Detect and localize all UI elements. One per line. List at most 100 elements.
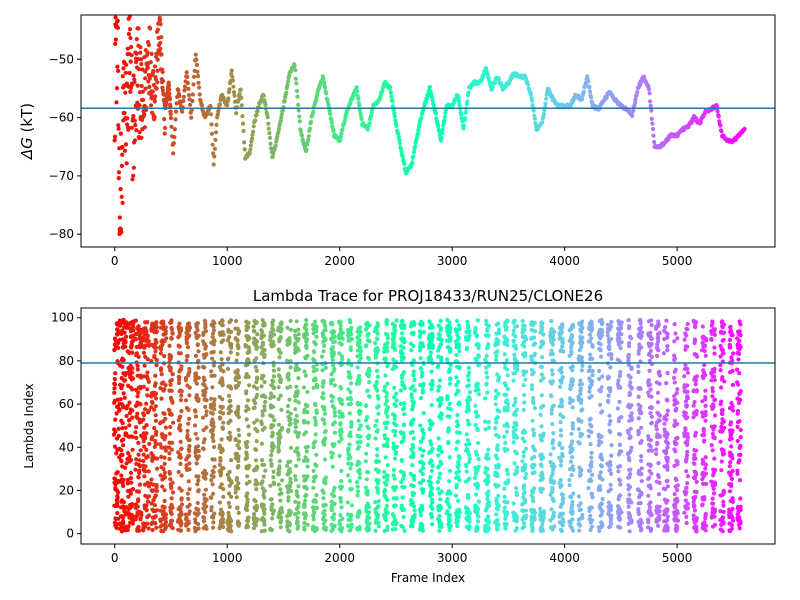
lambda-point bbox=[143, 493, 148, 498]
lambda-point bbox=[390, 367, 395, 372]
lambda-point bbox=[453, 493, 458, 498]
delta-g-point bbox=[143, 69, 148, 74]
lambda-point bbox=[126, 418, 132, 423]
lambda-point bbox=[112, 377, 117, 382]
lambda-point bbox=[374, 512, 379, 517]
lambda-point bbox=[243, 408, 249, 413]
lambda-point bbox=[163, 329, 168, 334]
lambda-point bbox=[277, 459, 282, 464]
lambda-point bbox=[467, 456, 472, 461]
lambda-point bbox=[454, 520, 459, 525]
lambda-point bbox=[502, 352, 507, 357]
lambda-point bbox=[220, 330, 225, 335]
lambda-point bbox=[521, 508, 526, 513]
lambda-point bbox=[436, 464, 441, 469]
lambda-point bbox=[154, 485, 159, 490]
lambda-point bbox=[392, 476, 397, 481]
lambda-point bbox=[339, 429, 344, 434]
lambda-point bbox=[514, 519, 520, 524]
lambda-point bbox=[194, 527, 199, 532]
lambda-point bbox=[530, 399, 536, 404]
lambda-point bbox=[476, 499, 481, 504]
lambda-point bbox=[349, 363, 354, 368]
lambda-point bbox=[428, 350, 433, 355]
lambda-point bbox=[262, 495, 267, 500]
lambda-point bbox=[201, 352, 206, 357]
lambda-point bbox=[474, 381, 479, 387]
lambda-point bbox=[401, 431, 406, 436]
lambda-point bbox=[485, 514, 491, 519]
lambda-point bbox=[136, 489, 142, 494]
delta-g-point bbox=[241, 128, 246, 134]
lambda-point bbox=[211, 342, 216, 347]
lambda-point bbox=[236, 523, 241, 528]
lambda-point bbox=[473, 403, 478, 408]
lambda-point bbox=[467, 390, 472, 395]
delta-g-point bbox=[587, 85, 592, 90]
lambda-point bbox=[338, 495, 343, 501]
delta-g-point bbox=[134, 37, 139, 42]
lambda-point bbox=[329, 393, 334, 398]
lambda-point bbox=[427, 460, 432, 465]
lambda-point bbox=[530, 510, 535, 515]
lambda-point bbox=[303, 455, 308, 460]
delta-g-point bbox=[416, 127, 421, 132]
lambda-point bbox=[502, 486, 507, 491]
lambda-point bbox=[153, 493, 158, 498]
delta-g-point bbox=[119, 163, 124, 168]
lambda-point bbox=[496, 391, 501, 396]
lambda-point bbox=[277, 374, 282, 379]
lambda-point bbox=[303, 498, 308, 503]
lambda-point bbox=[193, 376, 198, 381]
lambda-point bbox=[523, 500, 528, 505]
lambda-point bbox=[276, 467, 281, 472]
lambda-point bbox=[119, 376, 124, 381]
delta-g-point bbox=[116, 126, 121, 131]
delta-g-point bbox=[718, 123, 723, 128]
lambda-point bbox=[493, 453, 498, 458]
lambda-point bbox=[513, 343, 518, 348]
lambda-point bbox=[114, 404, 120, 409]
lambda-point bbox=[177, 344, 182, 349]
lambda-point bbox=[540, 528, 545, 533]
lambda-point bbox=[246, 374, 251, 379]
delta-g-point bbox=[331, 128, 336, 133]
delta-g-point bbox=[172, 135, 177, 140]
delta-g-point bbox=[463, 116, 468, 121]
delta-g-point bbox=[279, 112, 284, 117]
lambda-point bbox=[418, 480, 423, 485]
delta-g-point bbox=[581, 89, 586, 95]
lambda-point bbox=[247, 383, 252, 388]
lambda-point bbox=[493, 520, 498, 525]
lambda-point bbox=[314, 329, 319, 334]
lambda-point bbox=[277, 492, 282, 497]
lambda-point bbox=[147, 408, 152, 413]
lambda-point bbox=[233, 410, 239, 415]
lambda-point bbox=[541, 511, 547, 516]
lambda-point bbox=[302, 432, 307, 437]
lambda-point bbox=[493, 388, 499, 393]
lambda-point bbox=[365, 503, 370, 508]
lambda-point bbox=[168, 482, 173, 487]
lambda-point bbox=[346, 517, 351, 522]
lambda-point bbox=[475, 341, 480, 347]
delta-g-point bbox=[131, 173, 136, 178]
lambda-point bbox=[153, 432, 158, 437]
lambda-point bbox=[321, 391, 326, 396]
lambda-point bbox=[474, 524, 480, 529]
lambda-point bbox=[302, 418, 307, 423]
lambda-point bbox=[313, 422, 318, 427]
lambda-point bbox=[429, 442, 434, 447]
lambda-point bbox=[278, 435, 283, 440]
lambda-point bbox=[513, 400, 518, 405]
lambda-point bbox=[150, 527, 155, 533]
delta-g-point bbox=[130, 177, 135, 182]
lambda-point bbox=[511, 412, 517, 417]
lambda-point bbox=[286, 512, 291, 517]
delta-g-point bbox=[122, 110, 127, 116]
lambda-point bbox=[271, 374, 276, 379]
lambda-point bbox=[408, 430, 413, 435]
delta-g-point bbox=[212, 146, 217, 151]
lambda-point bbox=[125, 510, 130, 515]
delta-g-point bbox=[167, 91, 172, 96]
